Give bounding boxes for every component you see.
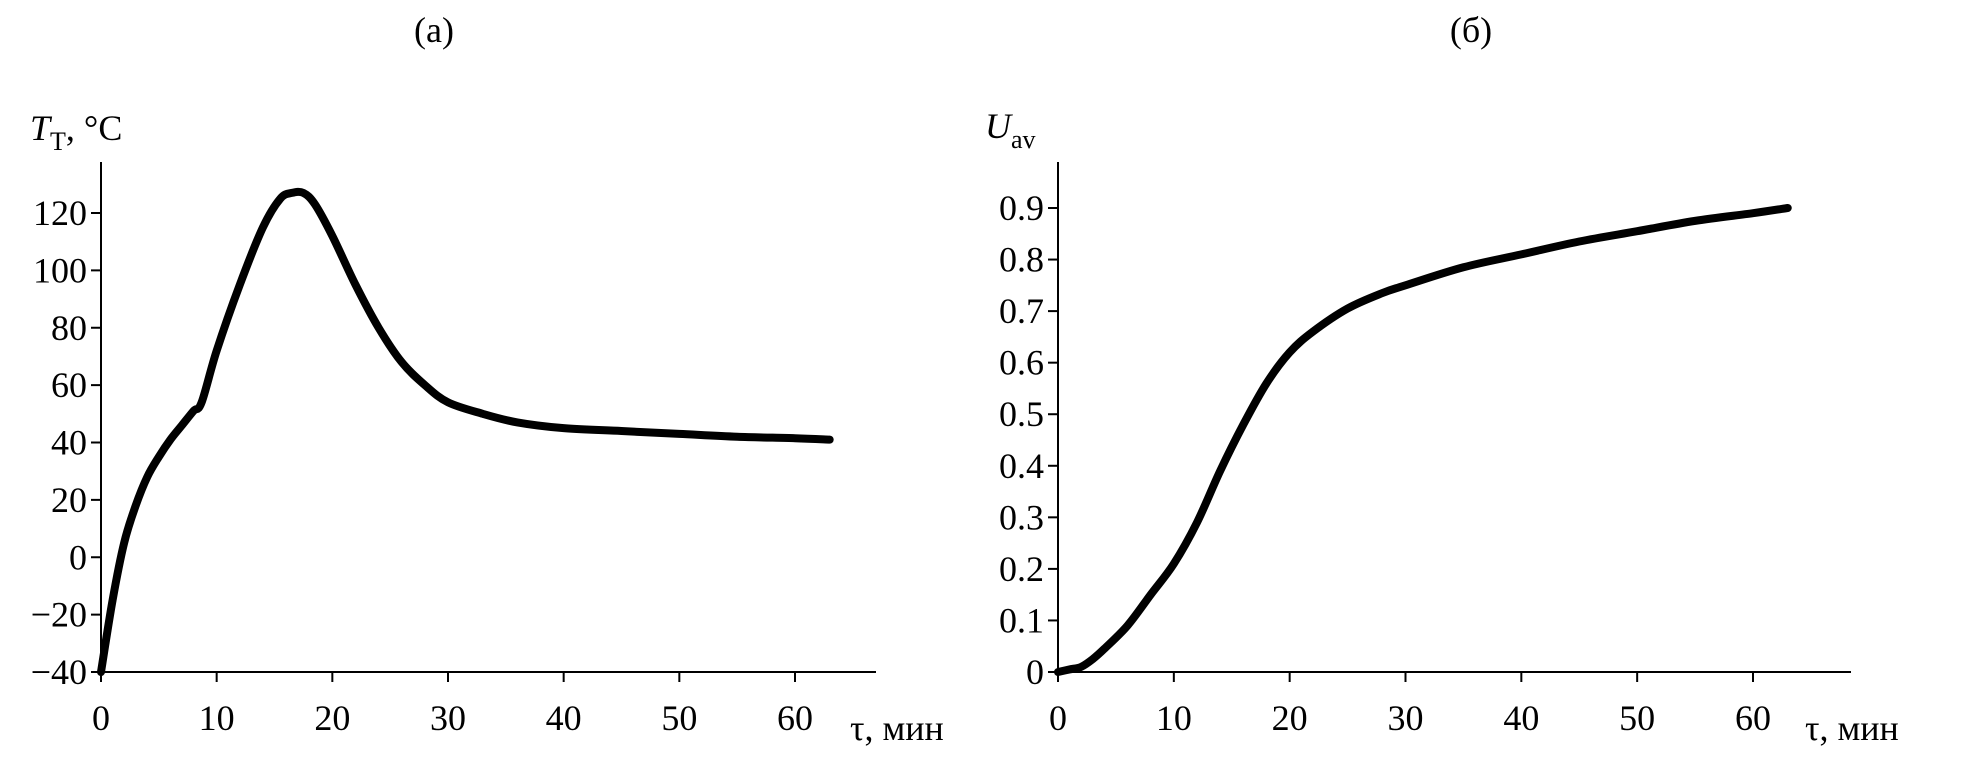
x-tick-label: 60: [1735, 698, 1771, 738]
y-tick-label: 0.8: [999, 240, 1044, 280]
y-tick-label: 0.1: [999, 600, 1044, 640]
y-tick-label: −40: [31, 652, 87, 692]
y-tick-label: 0.4: [999, 446, 1044, 486]
y-tick-label: 0.9: [999, 188, 1044, 228]
x-tick-label: 60: [777, 698, 813, 738]
chart-title: (a): [414, 10, 454, 50]
y-tick-label: 0.3: [999, 497, 1044, 537]
y-tick-label: 0.7: [999, 291, 1044, 331]
y-tick-label: 60: [51, 365, 87, 405]
x-axis-label: τ, мин: [1805, 708, 1899, 748]
x-axis-label: τ, мин: [850, 708, 944, 748]
x-tick-label: 40: [1503, 698, 1539, 738]
y-tick-label: 20: [51, 480, 87, 520]
y-label-main: U: [985, 106, 1013, 146]
y-label-sub: Т: [50, 127, 66, 156]
y-tick-label: 0.6: [999, 343, 1044, 383]
x-tick-label: 30: [1388, 698, 1424, 738]
y-tick-label: −20: [31, 595, 87, 635]
series-line: [97, 187, 834, 676]
y-label-sub: av: [1011, 125, 1036, 154]
x-tick-label: 50: [661, 698, 697, 738]
y-tick-label: 0.5: [999, 394, 1044, 434]
x-tick-label: 10: [1156, 698, 1192, 738]
x-tick-label: 50: [1619, 698, 1655, 738]
series-line: [1054, 204, 1792, 676]
x-tick-label: 30: [430, 698, 466, 738]
y-axis-label: TТ, °C: [30, 108, 122, 156]
y-tick-label: 0: [69, 537, 87, 577]
y-label-main: T: [30, 108, 53, 148]
y-tick-label: 0: [1026, 652, 1044, 692]
y-tick-label: 80: [51, 308, 87, 348]
chart-panel-a: (a) TТ, °C τ, мин 0 10 20 30 40 50 60 −40 −20 0 20…: [30, 10, 944, 748]
x-tick-label: 20: [1272, 698, 1308, 738]
y-tick-label: 40: [51, 423, 87, 463]
x-tick-label: 40: [546, 698, 582, 738]
chart-title: (б): [1450, 10, 1492, 50]
y-label-unit: , °C: [66, 108, 122, 148]
y-axis-label: Uav: [985, 106, 1036, 154]
x-tick-label: 0: [92, 698, 110, 738]
y-tick-label: 100: [33, 250, 87, 290]
chart-panel-b: (б) Uav τ, мин 0 10 20 30 40 50 60 0 0.1 0.2 0.3 0.…: [985, 10, 1899, 748]
x-tick-label: 0: [1049, 698, 1067, 738]
y-tick-label: 0.2: [999, 549, 1044, 589]
x-tick-label: 10: [199, 698, 235, 738]
y-tick-label: 120: [33, 193, 87, 233]
x-tick-label: 20: [314, 698, 350, 738]
